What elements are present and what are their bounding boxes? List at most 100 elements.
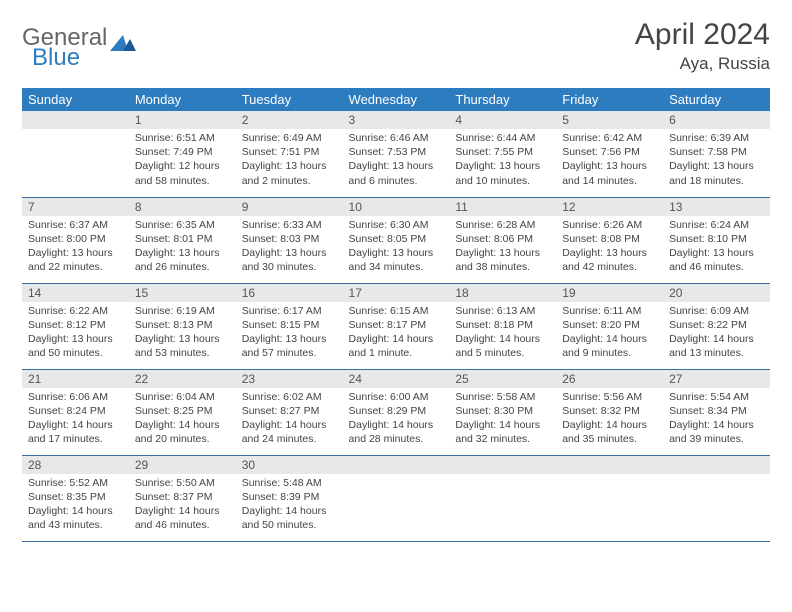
day-number-bar: 21 bbox=[22, 370, 129, 388]
day-number-bar: 4 bbox=[449, 111, 556, 129]
daylight-text: Daylight: 14 hours and 39 minutes. bbox=[669, 418, 764, 446]
calendar-day-cell: 25Sunrise: 5:58 AMSunset: 8:30 PMDayligh… bbox=[449, 369, 556, 455]
calendar-day-cell: 23Sunrise: 6:02 AMSunset: 8:27 PMDayligh… bbox=[236, 369, 343, 455]
day-cell-body: Sunrise: 6:44 AMSunset: 7:55 PMDaylight:… bbox=[449, 129, 556, 192]
day-number-bar: 24 bbox=[343, 370, 450, 388]
calendar-day-cell: 20Sunrise: 6:09 AMSunset: 8:22 PMDayligh… bbox=[663, 283, 770, 369]
daylight-text: Daylight: 14 hours and 20 minutes. bbox=[135, 418, 230, 446]
calendar-day-cell bbox=[343, 455, 450, 541]
day-cell-body: Sunrise: 5:56 AMSunset: 8:32 PMDaylight:… bbox=[556, 388, 663, 451]
day-number-bar: 25 bbox=[449, 370, 556, 388]
day-number-bar bbox=[663, 456, 770, 474]
day-cell-body: Sunrise: 6:42 AMSunset: 7:56 PMDaylight:… bbox=[556, 129, 663, 192]
day-cell-body: Sunrise: 5:54 AMSunset: 8:34 PMDaylight:… bbox=[663, 388, 770, 451]
sunrise-text: Sunrise: 6:33 AM bbox=[242, 218, 337, 232]
daylight-text: Daylight: 14 hours and 13 minutes. bbox=[669, 332, 764, 360]
daylight-text: Daylight: 14 hours and 9 minutes. bbox=[562, 332, 657, 360]
sunrise-text: Sunrise: 6:22 AM bbox=[28, 304, 123, 318]
sunset-text: Sunset: 8:05 PM bbox=[349, 232, 444, 246]
sunrise-text: Sunrise: 6:09 AM bbox=[669, 304, 764, 318]
calendar-day-cell: 3Sunrise: 6:46 AMSunset: 7:53 PMDaylight… bbox=[343, 111, 450, 197]
day-cell-body bbox=[663, 474, 770, 534]
day-cell-body: Sunrise: 6:37 AMSunset: 8:00 PMDaylight:… bbox=[22, 216, 129, 279]
day-cell-body: Sunrise: 6:06 AMSunset: 8:24 PMDaylight:… bbox=[22, 388, 129, 451]
daylight-text: Daylight: 12 hours and 58 minutes. bbox=[135, 159, 230, 187]
sunrise-text: Sunrise: 6:51 AM bbox=[135, 131, 230, 145]
sunrise-text: Sunrise: 6:19 AM bbox=[135, 304, 230, 318]
sunset-text: Sunset: 8:29 PM bbox=[349, 404, 444, 418]
day-number-bar: 22 bbox=[129, 370, 236, 388]
day-cell-body bbox=[556, 474, 663, 534]
calendar-week-row: 28Sunrise: 5:52 AMSunset: 8:35 PMDayligh… bbox=[22, 455, 770, 541]
day-cell-body: Sunrise: 6:49 AMSunset: 7:51 PMDaylight:… bbox=[236, 129, 343, 192]
calendar-table: Sunday Monday Tuesday Wednesday Thursday… bbox=[22, 88, 770, 542]
calendar-day-cell: 30Sunrise: 5:48 AMSunset: 8:39 PMDayligh… bbox=[236, 455, 343, 541]
calendar-day-cell: 5Sunrise: 6:42 AMSunset: 7:56 PMDaylight… bbox=[556, 111, 663, 197]
sunrise-text: Sunrise: 6:11 AM bbox=[562, 304, 657, 318]
sunset-text: Sunset: 8:06 PM bbox=[455, 232, 550, 246]
day-number-bar: 11 bbox=[449, 198, 556, 216]
sunset-text: Sunset: 8:15 PM bbox=[242, 318, 337, 332]
sunset-text: Sunset: 8:10 PM bbox=[669, 232, 764, 246]
weekday-header: Sunday bbox=[22, 88, 129, 111]
sunrise-text: Sunrise: 6:17 AM bbox=[242, 304, 337, 318]
calendar-day-cell bbox=[449, 455, 556, 541]
day-cell-body bbox=[343, 474, 450, 534]
day-number-bar: 20 bbox=[663, 284, 770, 302]
day-cell-body: Sunrise: 6:09 AMSunset: 8:22 PMDaylight:… bbox=[663, 302, 770, 365]
calendar-day-cell: 29Sunrise: 5:50 AMSunset: 8:37 PMDayligh… bbox=[129, 455, 236, 541]
daylight-text: Daylight: 14 hours and 24 minutes. bbox=[242, 418, 337, 446]
day-cell-body: Sunrise: 6:13 AMSunset: 8:18 PMDaylight:… bbox=[449, 302, 556, 365]
sunrise-text: Sunrise: 6:04 AM bbox=[135, 390, 230, 404]
sunset-text: Sunset: 7:56 PM bbox=[562, 145, 657, 159]
day-cell-body: Sunrise: 6:51 AMSunset: 7:49 PMDaylight:… bbox=[129, 129, 236, 192]
sunrise-text: Sunrise: 5:58 AM bbox=[455, 390, 550, 404]
daylight-text: Daylight: 13 hours and 57 minutes. bbox=[242, 332, 337, 360]
sunrise-text: Sunrise: 6:42 AM bbox=[562, 131, 657, 145]
weekday-header-row: Sunday Monday Tuesday Wednesday Thursday… bbox=[22, 88, 770, 111]
day-number-bar: 1 bbox=[129, 111, 236, 129]
sunset-text: Sunset: 8:37 PM bbox=[135, 490, 230, 504]
sunset-text: Sunset: 7:53 PM bbox=[349, 145, 444, 159]
sunrise-text: Sunrise: 5:52 AM bbox=[28, 476, 123, 490]
day-cell-body: Sunrise: 6:24 AMSunset: 8:10 PMDaylight:… bbox=[663, 216, 770, 279]
daylight-text: Daylight: 13 hours and 22 minutes. bbox=[28, 246, 123, 274]
calendar-day-cell: 21Sunrise: 6:06 AMSunset: 8:24 PMDayligh… bbox=[22, 369, 129, 455]
sunrise-text: Sunrise: 6:49 AM bbox=[242, 131, 337, 145]
sunrise-text: Sunrise: 6:06 AM bbox=[28, 390, 123, 404]
calendar-day-cell: 17Sunrise: 6:15 AMSunset: 8:17 PMDayligh… bbox=[343, 283, 450, 369]
weekday-header: Saturday bbox=[663, 88, 770, 111]
day-number-bar: 17 bbox=[343, 284, 450, 302]
sunrise-text: Sunrise: 6:15 AM bbox=[349, 304, 444, 318]
sunset-text: Sunset: 7:55 PM bbox=[455, 145, 550, 159]
day-number-bar: 14 bbox=[22, 284, 129, 302]
day-cell-body: Sunrise: 5:58 AMSunset: 8:30 PMDaylight:… bbox=[449, 388, 556, 451]
day-number-bar: 9 bbox=[236, 198, 343, 216]
day-number-bar: 16 bbox=[236, 284, 343, 302]
calendar-day-cell: 10Sunrise: 6:30 AMSunset: 8:05 PMDayligh… bbox=[343, 197, 450, 283]
sunset-text: Sunset: 7:51 PM bbox=[242, 145, 337, 159]
daylight-text: Daylight: 13 hours and 26 minutes. bbox=[135, 246, 230, 274]
sunrise-text: Sunrise: 5:54 AM bbox=[669, 390, 764, 404]
day-cell-body: Sunrise: 5:52 AMSunset: 8:35 PMDaylight:… bbox=[22, 474, 129, 537]
sunset-text: Sunset: 7:58 PM bbox=[669, 145, 764, 159]
day-number-bar: 7 bbox=[22, 198, 129, 216]
day-cell-body: Sunrise: 6:00 AMSunset: 8:29 PMDaylight:… bbox=[343, 388, 450, 451]
daylight-text: Daylight: 13 hours and 53 minutes. bbox=[135, 332, 230, 360]
day-cell-body: Sunrise: 6:15 AMSunset: 8:17 PMDaylight:… bbox=[343, 302, 450, 365]
logo-text-blue: Blue bbox=[32, 44, 80, 72]
sunset-text: Sunset: 8:32 PM bbox=[562, 404, 657, 418]
sunset-text: Sunset: 8:39 PM bbox=[242, 490, 337, 504]
sunrise-text: Sunrise: 6:35 AM bbox=[135, 218, 230, 232]
day-cell-body: Sunrise: 6:35 AMSunset: 8:01 PMDaylight:… bbox=[129, 216, 236, 279]
sunset-text: Sunset: 8:08 PM bbox=[562, 232, 657, 246]
daylight-text: Daylight: 14 hours and 50 minutes. bbox=[242, 504, 337, 532]
daylight-text: Daylight: 13 hours and 46 minutes. bbox=[669, 246, 764, 274]
day-cell-body: Sunrise: 6:17 AMSunset: 8:15 PMDaylight:… bbox=[236, 302, 343, 365]
sunrise-text: Sunrise: 6:30 AM bbox=[349, 218, 444, 232]
weekday-header: Friday bbox=[556, 88, 663, 111]
day-number-bar: 28 bbox=[22, 456, 129, 474]
day-cell-body: Sunrise: 6:28 AMSunset: 8:06 PMDaylight:… bbox=[449, 216, 556, 279]
day-cell-body: Sunrise: 6:22 AMSunset: 8:12 PMDaylight:… bbox=[22, 302, 129, 365]
calendar-day-cell bbox=[22, 111, 129, 197]
